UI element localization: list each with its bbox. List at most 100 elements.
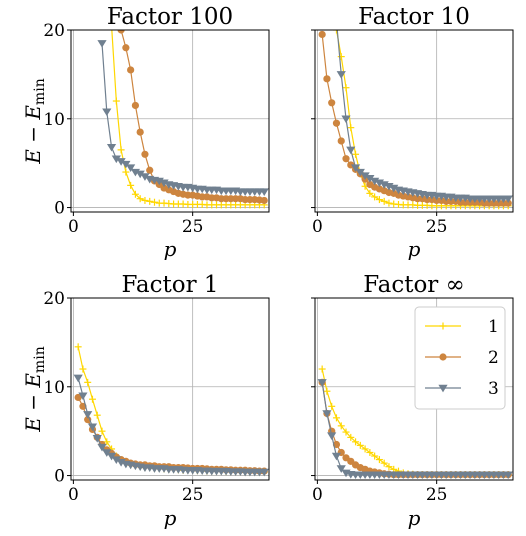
point-2-1-3 bbox=[88, 395, 96, 403]
legend-label-1: 1 bbox=[488, 317, 499, 337]
point-2-3-5 bbox=[97, 443, 107, 452]
legend-marker-2 bbox=[439, 353, 447, 361]
point-0-1-2 bbox=[112, 97, 120, 105]
point-1-2-2 bbox=[328, 99, 336, 107]
point-2-1-6 bbox=[103, 438, 111, 446]
point-1-1-2 bbox=[337, 53, 345, 61]
point-3-1-4 bbox=[337, 422, 345, 430]
point-2-3-1 bbox=[78, 392, 88, 401]
subplot-factor-100: 0 25 0 10 20 Factor 100 p E − Emin bbox=[21, 4, 270, 261]
series-layer-3 bbox=[317, 365, 513, 480]
legend-marker-shape-1 bbox=[439, 322, 447, 330]
point-1-3-3 bbox=[346, 146, 356, 155]
point-0-1-8 bbox=[141, 196, 149, 204]
legend-marker-shape-2 bbox=[439, 353, 447, 361]
point-1-3-2 bbox=[341, 115, 351, 124]
point-2-3-39 bbox=[259, 468, 269, 477]
series-0-1 bbox=[111, 30, 268, 209]
point-3-3-4 bbox=[336, 465, 346, 473]
legend: 1 2 3 bbox=[414, 306, 506, 410]
point-1-1-0 bbox=[328, 18, 335, 25]
y-tick-label-0-10: 10 bbox=[43, 110, 65, 130]
y-axis-label-sub-2: min bbox=[32, 346, 48, 373]
point-1-1-12 bbox=[385, 199, 393, 207]
subplot-factor-10: 0 25 Factor 10 p bbox=[311, 4, 514, 261]
point-1-2-3 bbox=[332, 119, 341, 127]
point-2-2-0 bbox=[74, 393, 82, 402]
grid-1 bbox=[315, 29, 513, 212]
subplot-factor-1: 0 25 0 10 20 Factor 1 p E − Emin bbox=[21, 272, 270, 530]
point-0-3-8 bbox=[135, 170, 145, 179]
series-line-2-2 bbox=[77, 397, 265, 472]
point-0-3-6 bbox=[126, 164, 136, 172]
point-3-1-11 bbox=[371, 452, 379, 460]
y-axis-label-text-0: E − E bbox=[21, 105, 45, 165]
legend-label-3: 3 bbox=[488, 379, 499, 399]
point-0-2-2 bbox=[127, 66, 135, 74]
point-1-2-5 bbox=[342, 155, 350, 163]
point-1-3-1 bbox=[336, 71, 346, 79]
point-2-3-8 bbox=[111, 456, 121, 464]
series-1-2 bbox=[318, 30, 512, 207]
y-tick-label-2-10: 10 bbox=[43, 378, 65, 398]
legend-entry-1: 1 bbox=[425, 317, 499, 337]
point-0-2-30 bbox=[260, 196, 268, 205]
y-tick-label-2-0: 0 bbox=[54, 467, 65, 487]
point-2-3-3 bbox=[87, 423, 98, 432]
point-0-3-1 bbox=[102, 108, 112, 117]
point-0-2-1 bbox=[122, 44, 130, 52]
point-1-2-0 bbox=[318, 30, 326, 39]
x-axis-label-3: p bbox=[408, 506, 421, 530]
subplot-title-2: Factor 1 bbox=[121, 272, 218, 298]
ticks-3: 0 25 bbox=[311, 297, 447, 505]
point-0-1-9 bbox=[146, 197, 154, 205]
point-2-3-2 bbox=[83, 411, 93, 419]
point-1-1-11 bbox=[380, 197, 388, 205]
x-tick-label-0-0: 0 bbox=[68, 217, 79, 237]
series-layer-0 bbox=[97, 30, 269, 209]
point-0-3-3 bbox=[111, 155, 121, 164]
x-tick-label-0-25: 25 bbox=[182, 217, 204, 237]
series-1-1 bbox=[328, 18, 512, 210]
x-tick-label-1-0: 0 bbox=[312, 217, 323, 237]
point-0-3-2 bbox=[106, 143, 117, 152]
series-3-3 bbox=[317, 379, 513, 480]
axes-frame-2 bbox=[70, 297, 270, 481]
point-0-1-6 bbox=[131, 190, 139, 198]
point-3-1-10 bbox=[366, 448, 374, 456]
ticks-2: 0 25 0 10 20 bbox=[43, 289, 203, 505]
point-1-3-36 bbox=[503, 195, 513, 204]
legend-entry-3: 3 bbox=[425, 379, 499, 399]
point-3-1-6 bbox=[347, 433, 355, 441]
point-1-3-6 bbox=[360, 172, 370, 180]
y-axis-label-sub-0: min bbox=[32, 78, 48, 105]
point-0-2-4 bbox=[136, 128, 144, 136]
point-3-1-14 bbox=[385, 463, 393, 471]
x-tick-label-2-0: 0 bbox=[68, 485, 79, 505]
point-0-2-3 bbox=[131, 101, 140, 110]
point-1-1-1 bbox=[332, 30, 340, 34]
point-0-2-6 bbox=[146, 166, 154, 174]
subplot-title-3: Factor ∞ bbox=[363, 272, 465, 298]
series-1-3 bbox=[332, 18, 513, 204]
point-0-2-5 bbox=[141, 150, 149, 158]
x-axis-label-2: p bbox=[164, 506, 177, 530]
point-2-3-6 bbox=[102, 449, 112, 457]
point-3-3-39 bbox=[503, 471, 513, 480]
point-0-1-7 bbox=[136, 195, 144, 203]
series-line-1-1 bbox=[335, 30, 509, 207]
x-axis-label-0: p bbox=[164, 237, 177, 261]
y-axis-label-0: E − Emin bbox=[21, 78, 48, 164]
point-1-3-0 bbox=[332, 18, 341, 26]
point-3-1-12 bbox=[375, 456, 383, 464]
point-1-3-7 bbox=[365, 175, 375, 183]
point-3-1-13 bbox=[380, 459, 388, 467]
point-0-3-4 bbox=[116, 158, 126, 166]
point-0-1-5 bbox=[127, 181, 135, 189]
point-3-1-5 bbox=[342, 428, 350, 436]
point-3-1-3 bbox=[332, 414, 340, 422]
point-2-1-2 bbox=[84, 378, 92, 386]
point-0-2-0 bbox=[117, 30, 125, 34]
point-3-1-9 bbox=[361, 445, 369, 453]
legend-box bbox=[414, 306, 506, 410]
